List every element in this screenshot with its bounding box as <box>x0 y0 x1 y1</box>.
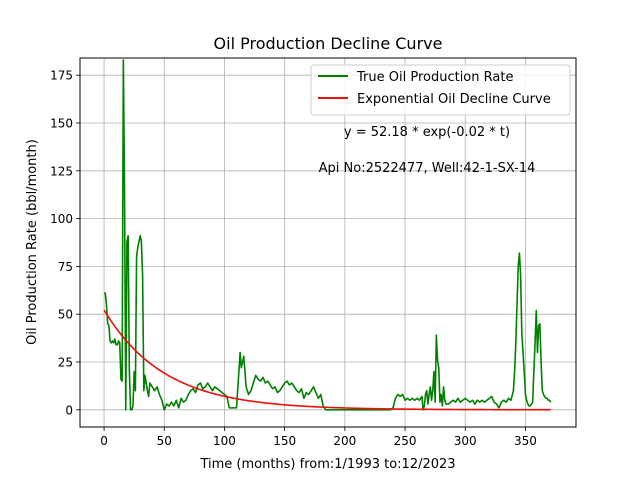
x-axis-label: Time (months) from:1/1993 to:12/2023 <box>199 457 455 472</box>
y-tick-label: 75 <box>58 260 73 274</box>
well-info-annotation: Api No:2522477, Well:42-1-SX-14 <box>319 161 536 176</box>
x-tick-label: 0 <box>100 434 108 448</box>
y-tick-label: 175 <box>50 69 73 83</box>
chart-title: Oil Production Decline Curve <box>214 34 443 53</box>
series-line-decline-curve <box>103 309 551 411</box>
y-axis-label: Oil Production Rate (bbl/month) <box>25 139 40 345</box>
plot-frame <box>79 57 577 428</box>
x-tick-label: 150 <box>273 434 296 448</box>
y-tick-label: 100 <box>50 212 73 226</box>
y-tick-label: 125 <box>50 164 73 178</box>
x-tick-label: 50 <box>157 434 172 448</box>
y-axis-ticks: 0 25 50 75 100 125 150 175 <box>50 69 80 417</box>
legend: True Oil Production Rate Exponential Oil… <box>310 64 571 116</box>
y-tick-label: 25 <box>58 355 73 369</box>
x-axis-ticks: 0 50 100 150 200 250 300 350 <box>100 427 537 448</box>
fit-equation-annotation: y = 52.18 * exp(-0.02 * t) <box>344 125 510 140</box>
legend-box <box>310 64 571 116</box>
x-tick-label: 100 <box>213 434 236 448</box>
y-tick-label: 50 <box>58 308 73 322</box>
x-tick-label: 350 <box>514 434 537 448</box>
x-tick-label: 300 <box>454 434 477 448</box>
annotations: y = 52.18 * exp(-0.02 * t) Api No:252247… <box>319 125 536 176</box>
x-tick-label: 250 <box>394 434 417 448</box>
legend-label-true-rate: True Oil Production Rate <box>356 70 513 85</box>
series-line-true-rate <box>104 59 552 411</box>
y-tick-label: 0 <box>65 403 73 417</box>
grid-lines <box>80 58 576 427</box>
x-tick-label: 200 <box>333 434 356 448</box>
legend-label-decline-curve: Exponential Oil Decline Curve <box>357 92 551 107</box>
series-layer <box>103 59 552 411</box>
y-tick-label: 150 <box>50 117 73 131</box>
